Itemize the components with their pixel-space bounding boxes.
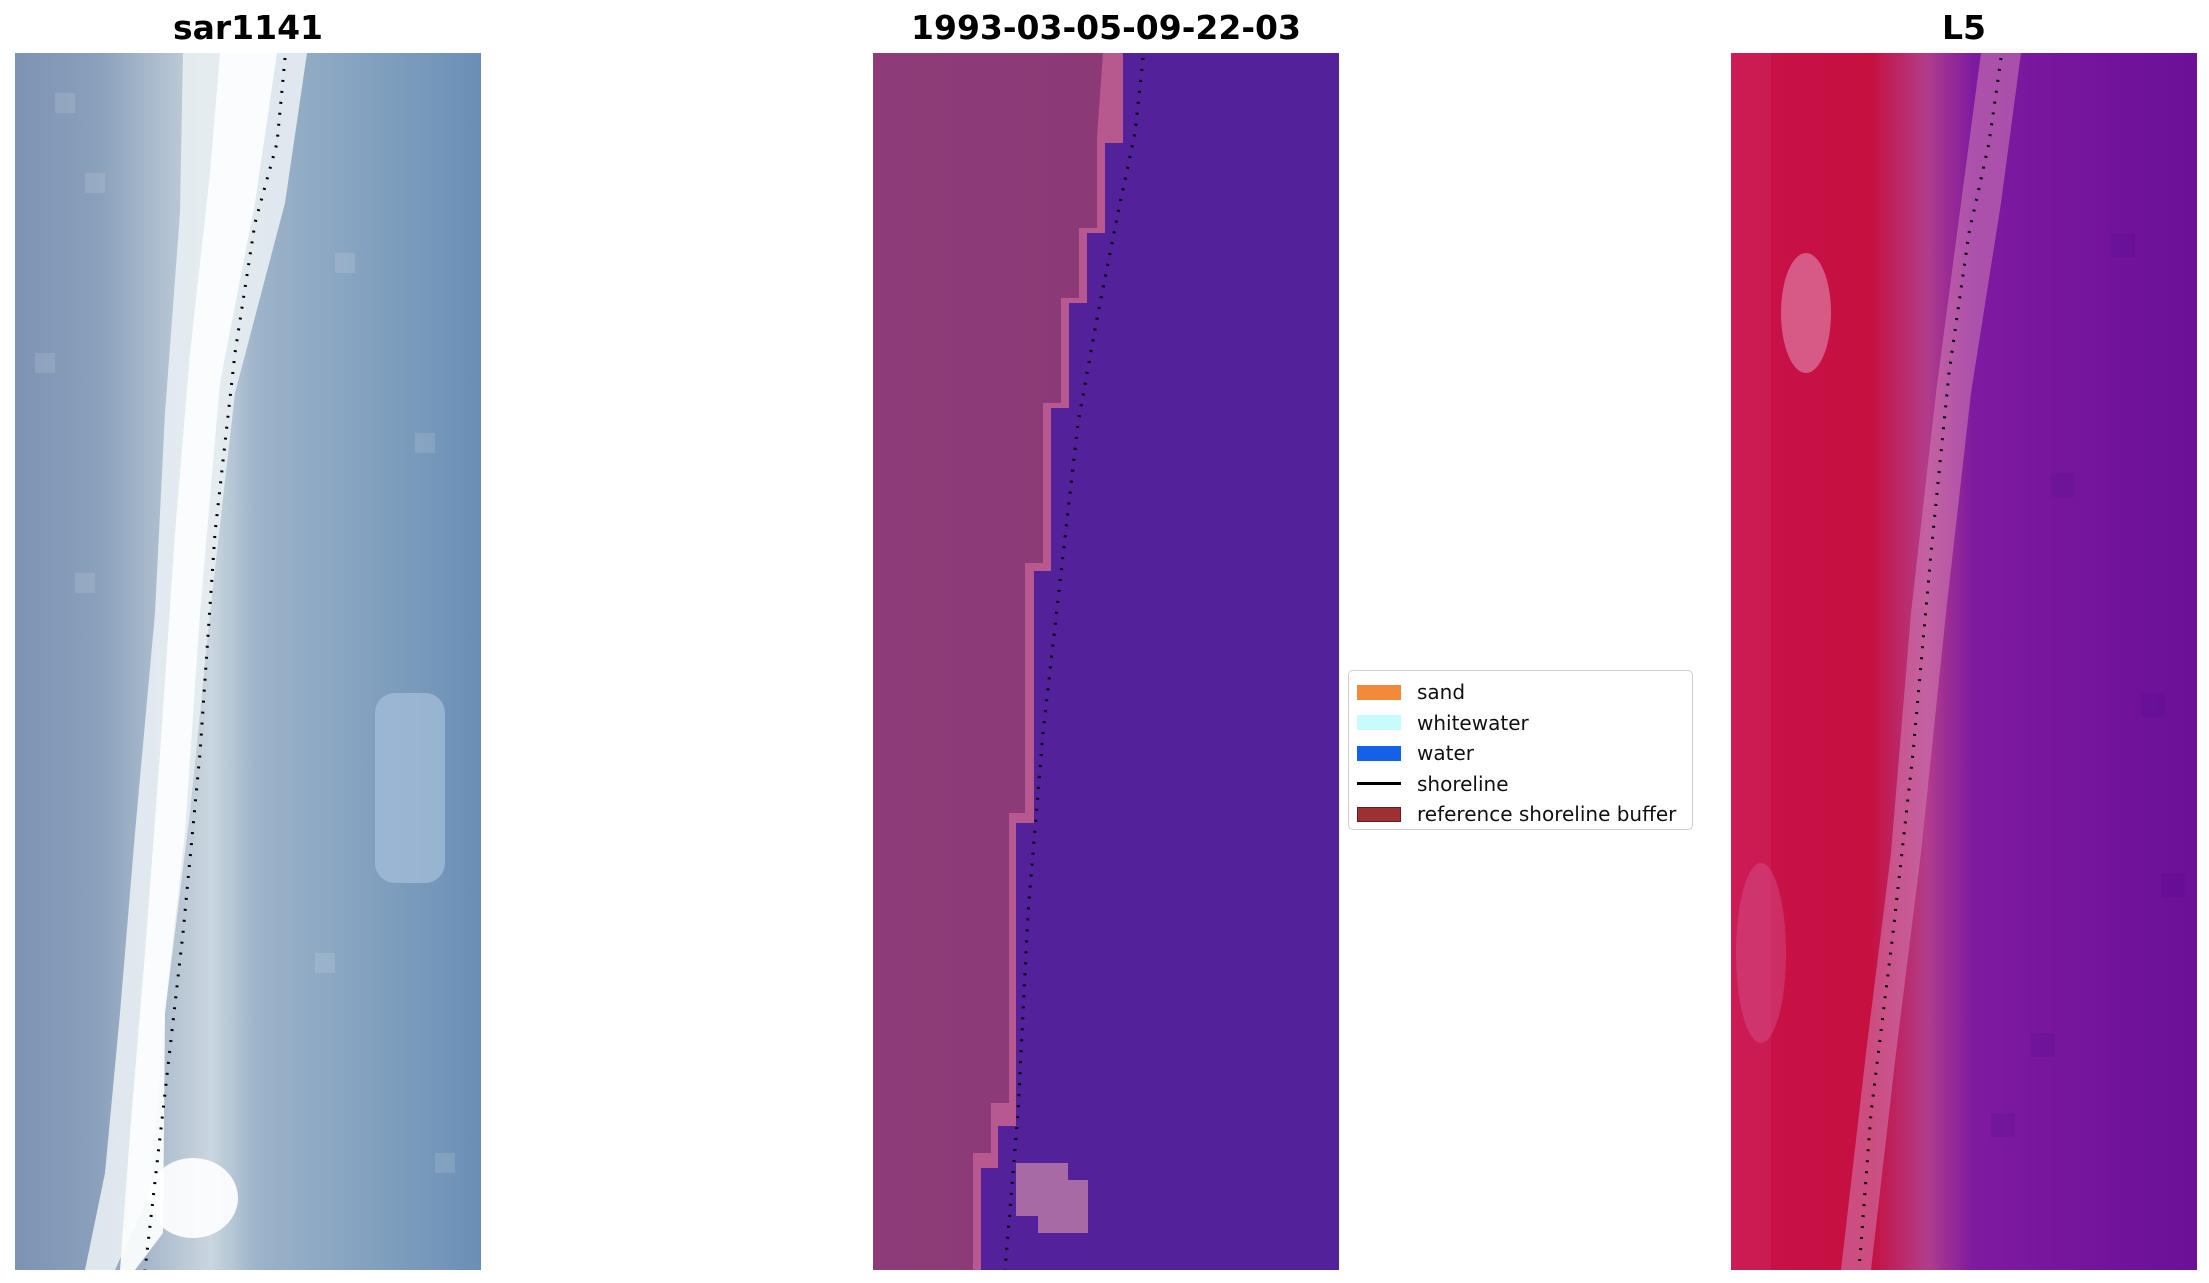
nir-image-panel [1731, 53, 2197, 1270]
nir-image [1731, 53, 2197, 1270]
sand-swatch [1357, 684, 1401, 700]
panel-title-classified: 1993-03-05-09-22-03 [911, 8, 1301, 47]
legend-item-water: water [1357, 738, 1684, 769]
legend-label: sand [1417, 680, 1466, 705]
rgb-image [15, 53, 481, 1270]
legend-label: water [1417, 741, 1474, 766]
reference-buffer-swatch [1357, 806, 1401, 822]
legend: sand whitewater water shoreline referenc… [1348, 670, 1693, 830]
legend-item-sand: sand [1357, 677, 1684, 708]
rgb-image-panel [15, 53, 481, 1270]
panel-title-nir: L5 [1942, 8, 1986, 47]
legend-item-reference-buffer: reference shoreline buffer [1357, 799, 1684, 830]
legend-label: reference shoreline buffer [1417, 802, 1677, 827]
legend-label: shoreline [1417, 771, 1509, 796]
whitewater-swatch [1357, 715, 1401, 731]
legend-label: whitewater [1417, 710, 1529, 735]
water-swatch [1357, 745, 1401, 761]
classified-image-panel [873, 53, 1339, 1270]
shoreline-line-swatch [1357, 782, 1401, 786]
legend-item-shoreline: shoreline [1357, 769, 1684, 800]
panel-title-rgb: sar1141 [172, 8, 324, 47]
legend-item-whitewater: whitewater [1357, 708, 1684, 739]
classified-image [873, 53, 1339, 1270]
